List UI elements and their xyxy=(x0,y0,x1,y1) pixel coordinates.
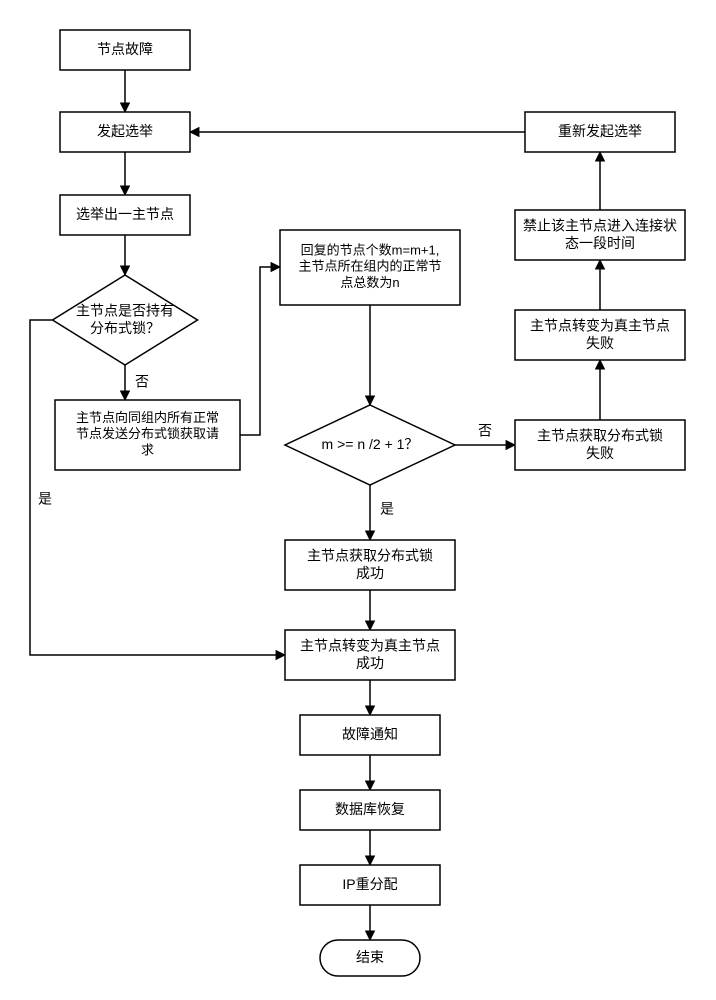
node-n8: 故障通知 xyxy=(300,715,440,755)
node-n10: IP重分配 xyxy=(300,865,440,905)
edge-d1-n7 xyxy=(30,320,285,655)
node-n5: 回复的节点个数m=m+1,主节点所在组内的正常节点总数为n xyxy=(280,230,460,305)
svg-text:m >= n /2 + 1？: m >= n /2 + 1？ xyxy=(322,436,419,452)
node-r4: 重新发起选举 xyxy=(525,112,675,152)
flowchart-canvas: 节点故障发起选举选举出一主节点主节点是否持有分布式锁？ 主节点向同组内所有正常节点… xyxy=(0,0,716,1000)
edge-label: 否 xyxy=(478,423,492,439)
svg-text:主节点是否持有分布式锁？: 主节点是否持有分布式锁？ xyxy=(76,302,174,336)
edge-label: 否 xyxy=(135,374,149,390)
edge-n4-n5 xyxy=(240,267,280,435)
svg-text:数据库恢复: 数据库恢复 xyxy=(335,801,405,817)
svg-text:节点故障: 节点故障 xyxy=(97,41,153,57)
svg-text:重新发起选举: 重新发起选举 xyxy=(558,123,642,139)
svg-text:故障通知: 故障通知 xyxy=(342,726,398,742)
node-n9: 数据库恢复 xyxy=(300,790,440,830)
node-n6: 主节点获取分布式锁成功 xyxy=(285,540,455,590)
edge-label: 是 xyxy=(380,501,394,517)
svg-text:结束: 结束 xyxy=(356,949,384,965)
node-n4: 主节点向同组内所有正常节点发送分布式锁获取请求 xyxy=(55,400,240,470)
node-n3: 选举出一主节点 xyxy=(60,195,190,235)
node-r2: 主节点转变为真主节点失败 xyxy=(515,310,685,360)
edge-label: 是 xyxy=(38,491,52,507)
node-d2: m >= n /2 + 1？ xyxy=(285,405,455,485)
svg-text:选举出一主节点: 选举出一主节点 xyxy=(76,206,174,222)
node-n7: 主节点转变为真主节点成功 xyxy=(285,630,455,680)
svg-text:发起选举: 发起选举 xyxy=(97,123,153,139)
svg-text:IP重分配: IP重分配 xyxy=(342,876,397,892)
node-end: 结束 xyxy=(320,940,420,976)
node-r3: 禁止该主节点进入连接状态一段时间 xyxy=(515,210,685,260)
node-n1: 节点故障 xyxy=(60,30,190,70)
node-n2: 发起选举 xyxy=(60,112,190,152)
node-d1: 主节点是否持有分布式锁？ xyxy=(53,275,198,365)
node-r1: 主节点获取分布式锁失败 xyxy=(515,420,685,470)
